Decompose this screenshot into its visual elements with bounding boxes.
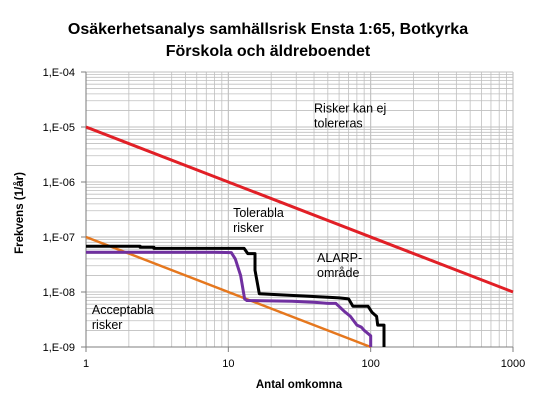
series-line-upper-limit (85, 125, 514, 294)
region-annotation-line: Acceptabla (92, 303, 154, 317)
y-tick-label: 1,E-05 (43, 122, 75, 134)
chart-title-line-2: Förskola och äldreboendet (166, 43, 371, 60)
series (85, 125, 514, 349)
y-axis-label: Frekvens (1/år) (14, 172, 26, 254)
region-annotation-line: Risker kan ej (314, 101, 386, 115)
series-line-risk-curve-purple (86, 250, 373, 347)
region-annotation-line: risker (92, 318, 123, 332)
region-annotation: Tolerabla risker (233, 206, 284, 235)
x-tick-label: 10 (222, 358, 234, 370)
x-tick-label: 1 (83, 358, 89, 370)
x-axis-label: Antal omkomna (256, 379, 343, 391)
series-line-risk-curve-black (86, 244, 386, 347)
region-annotation-line: område (317, 266, 359, 280)
y-tick-label: 1,E-09 (43, 342, 75, 354)
grid-lines (85, 71, 514, 348)
region-annotation: ALARP-område (317, 251, 362, 280)
region-annotation-line: risker (233, 221, 264, 235)
chart-title-line-1: Osäkerhetsanalys samhällsrisk Ensta 1:65… (68, 21, 468, 38)
region-annotation: Acceptabla risker (92, 303, 154, 332)
series-line-lower-limit (85, 235, 372, 349)
region-annotation-line: tolereras (314, 116, 363, 130)
region-annotation-line: ALARP- (317, 251, 362, 265)
tick-labels: 1 10 100 1000 1,E-09 1,E-08 1,E-07 1,E-06 1,E-05… (43, 67, 526, 370)
x-tick-label: 100 (361, 358, 379, 370)
axes (81, 71, 514, 352)
y-tick-label: 1,E-07 (43, 232, 75, 244)
y-tick-label: 1,E-04 (43, 67, 75, 79)
y-tick-label: 1,E-06 (43, 177, 75, 189)
region-annotation-line: Tolerabla (233, 206, 284, 220)
x-tick-label: 1000 (501, 358, 525, 370)
region-annotation: Risker kan ej tolereras (314, 101, 386, 130)
y-tick-label: 1,E-08 (43, 287, 75, 299)
